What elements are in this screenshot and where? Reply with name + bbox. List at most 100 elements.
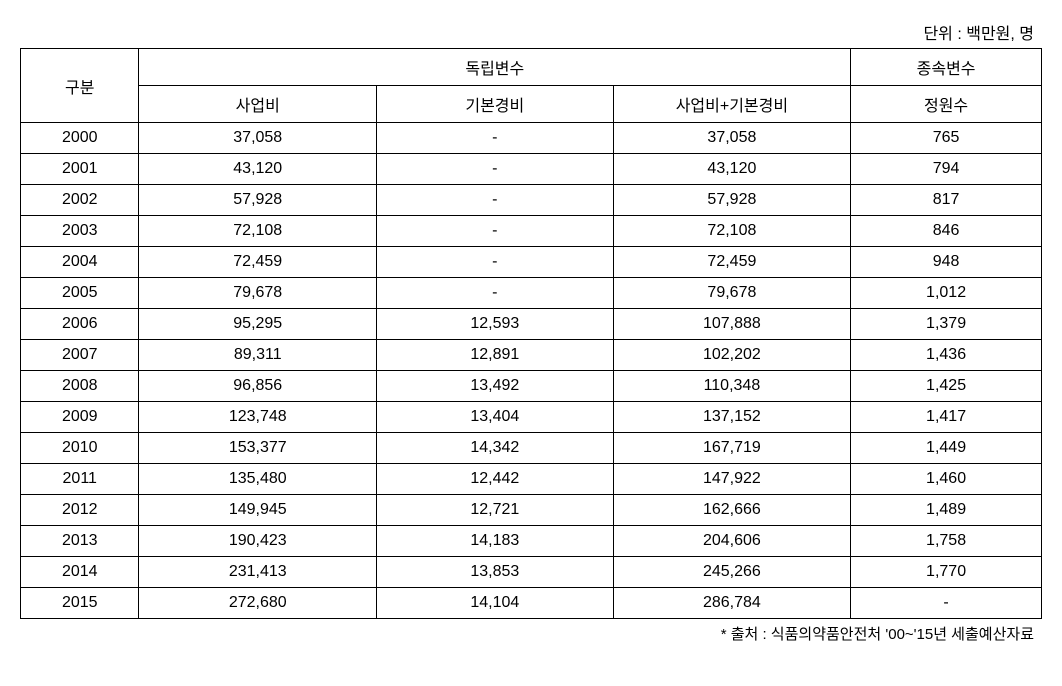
cell-year: 2003 <box>21 216 139 247</box>
cell-year: 2001 <box>21 154 139 185</box>
cell-c3: 79,678 <box>613 278 851 309</box>
table-row: 200472,459-72,459948 <box>21 247 1042 278</box>
cell-year: 2013 <box>21 526 139 557</box>
cell-c3: 137,152 <box>613 402 851 433</box>
cell-c2: 13,492 <box>377 371 614 402</box>
cell-c4: 1,770 <box>851 557 1042 588</box>
cell-c1: 153,377 <box>139 433 377 464</box>
cell-c4: 1,379 <box>851 309 1042 340</box>
table-row: 200695,29512,593107,8881,379 <box>21 309 1042 340</box>
cell-c1: 272,680 <box>139 588 377 619</box>
unit-label: 단위 : 백만원, 명 <box>20 20 1042 44</box>
cell-c3: 37,058 <box>613 123 851 154</box>
cell-c3: 102,202 <box>613 340 851 371</box>
cell-c3: 286,784 <box>613 588 851 619</box>
cell-year: 2008 <box>21 371 139 402</box>
cell-c3: 57,928 <box>613 185 851 216</box>
cell-year: 2005 <box>21 278 139 309</box>
table-row: 200789,31112,891102,2021,436 <box>21 340 1042 371</box>
cell-c2: 14,183 <box>377 526 614 557</box>
table-row: 200896,85613,492110,3481,425 <box>21 371 1042 402</box>
cell-c2: 12,593 <box>377 309 614 340</box>
cell-c4: 1,012 <box>851 278 1042 309</box>
cell-c1: 43,120 <box>139 154 377 185</box>
cell-year: 2004 <box>21 247 139 278</box>
cell-c3: 162,666 <box>613 495 851 526</box>
table-row: 2011135,48012,442147,9221,460 <box>21 464 1042 495</box>
header-col4: 정원수 <box>851 86 1042 123</box>
cell-c4: 765 <box>851 123 1042 154</box>
cell-year: 2000 <box>21 123 139 154</box>
cell-c2: - <box>377 247 614 278</box>
cell-c2: - <box>377 185 614 216</box>
table-row: 200372,108-72,108846 <box>21 216 1042 247</box>
header-row-1: 구분 독립변수 종속변수 <box>21 49 1042 86</box>
table-row: 200143,120-43,120794 <box>21 154 1042 185</box>
header-gubun: 구분 <box>21 49 139 123</box>
cell-year: 2002 <box>21 185 139 216</box>
cell-c2: 14,342 <box>377 433 614 464</box>
cell-c4: 1,436 <box>851 340 1042 371</box>
cell-c1: 190,423 <box>139 526 377 557</box>
cell-c2: 12,891 <box>377 340 614 371</box>
cell-year: 2010 <box>21 433 139 464</box>
header-dep-group: 종속변수 <box>851 49 1042 86</box>
header-row-2: 사업비 기본경비 사업비+기본경비 정원수 <box>21 86 1042 123</box>
cell-c2: 14,104 <box>377 588 614 619</box>
cell-c2: - <box>377 154 614 185</box>
header-col3: 사업비+기본경비 <box>613 86 851 123</box>
cell-c4: 846 <box>851 216 1042 247</box>
cell-c1: 37,058 <box>139 123 377 154</box>
cell-c4: 1,425 <box>851 371 1042 402</box>
cell-c4: 1,417 <box>851 402 1042 433</box>
header-col2: 기본경비 <box>377 86 614 123</box>
table-row: 2013190,42314,183204,6061,758 <box>21 526 1042 557</box>
cell-c4: 1,449 <box>851 433 1042 464</box>
cell-year: 2009 <box>21 402 139 433</box>
table-row: 2015272,68014,104286,784- <box>21 588 1042 619</box>
table-row: 2010153,37714,342167,7191,449 <box>21 433 1042 464</box>
cell-c3: 204,606 <box>613 526 851 557</box>
cell-c2: 13,853 <box>377 557 614 588</box>
cell-c3: 107,888 <box>613 309 851 340</box>
header-indep-group: 독립변수 <box>139 49 851 86</box>
cell-c2: - <box>377 216 614 247</box>
cell-c3: 147,922 <box>613 464 851 495</box>
table-row: 200037,058-37,058765 <box>21 123 1042 154</box>
table-row: 200579,678-79,6781,012 <box>21 278 1042 309</box>
table-row: 2014231,41313,853245,2661,770 <box>21 557 1042 588</box>
cell-c1: 135,480 <box>139 464 377 495</box>
table-row: 2009123,74813,404137,1521,417 <box>21 402 1042 433</box>
cell-c2: - <box>377 123 614 154</box>
cell-year: 2007 <box>21 340 139 371</box>
cell-c1: 123,748 <box>139 402 377 433</box>
data-table: 구분 독립변수 종속변수 사업비 기본경비 사업비+기본경비 정원수 20003… <box>20 48 1042 619</box>
cell-c1: 149,945 <box>139 495 377 526</box>
cell-c2: 12,442 <box>377 464 614 495</box>
cell-c2: 13,404 <box>377 402 614 433</box>
cell-c3: 245,266 <box>613 557 851 588</box>
cell-year: 2015 <box>21 588 139 619</box>
cell-year: 2006 <box>21 309 139 340</box>
cell-c1: 79,678 <box>139 278 377 309</box>
cell-c4: 1,489 <box>851 495 1042 526</box>
table-container: 단위 : 백만원, 명 구분 독립변수 종속변수 사업비 기본경비 사업비+기본… <box>20 20 1042 644</box>
cell-year: 2014 <box>21 557 139 588</box>
header-col1: 사업비 <box>139 86 377 123</box>
cell-year: 2011 <box>21 464 139 495</box>
table-row: 2012149,94512,721162,6661,489 <box>21 495 1042 526</box>
cell-c3: 72,459 <box>613 247 851 278</box>
cell-c1: 231,413 <box>139 557 377 588</box>
cell-c1: 95,295 <box>139 309 377 340</box>
cell-c3: 167,719 <box>613 433 851 464</box>
cell-c3: 43,120 <box>613 154 851 185</box>
cell-year: 2012 <box>21 495 139 526</box>
cell-c1: 72,108 <box>139 216 377 247</box>
cell-c4: 1,460 <box>851 464 1042 495</box>
cell-c1: 96,856 <box>139 371 377 402</box>
source-label: * 출처 : 식품의약품안전처 '00~'15년 세출예산자료 <box>20 623 1042 644</box>
cell-c3: 110,348 <box>613 371 851 402</box>
cell-c4: - <box>851 588 1042 619</box>
cell-c3: 72,108 <box>613 216 851 247</box>
cell-c4: 1,758 <box>851 526 1042 557</box>
